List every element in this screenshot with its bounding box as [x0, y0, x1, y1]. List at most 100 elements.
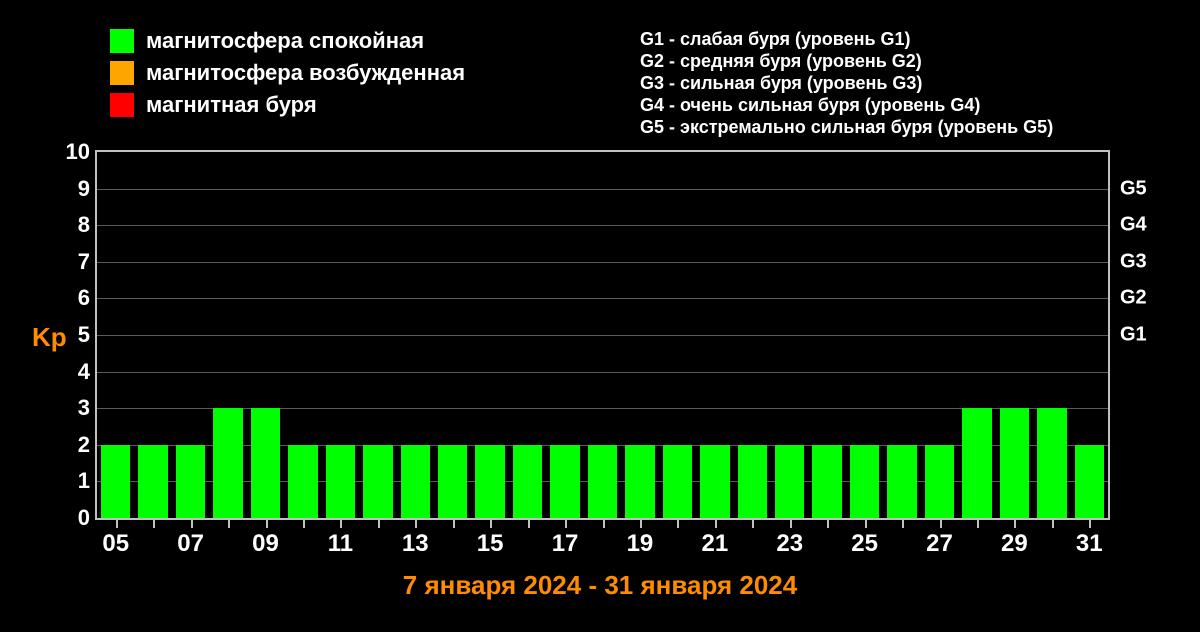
kp-bar: [1037, 408, 1066, 518]
kp-bar: [812, 445, 841, 518]
y-tick-label: 5: [78, 322, 90, 348]
x-tick-label: 23: [776, 530, 803, 558]
x-tick-mark: [303, 520, 305, 528]
y-tick-label: 3: [78, 395, 90, 421]
legend-swatch: [110, 29, 134, 53]
kp-bar: [1000, 408, 1029, 518]
y-tick-label: 2: [78, 432, 90, 458]
grid-line: [97, 335, 1108, 336]
x-tick-mark: [228, 520, 230, 528]
x-tick-mark: [640, 520, 642, 528]
x-tick-mark: [490, 520, 492, 528]
x-tick-mark: [153, 520, 155, 528]
plot-area: [95, 150, 1110, 520]
y-axis-label: Kp: [32, 322, 67, 353]
gscale-line: G3 - сильная буря (уровень G3): [640, 72, 1053, 94]
date-range-label: 7 января 2024 - 31 января 2024: [0, 570, 1200, 601]
y-tick-label: 7: [78, 249, 90, 275]
kp-bar: [925, 445, 954, 518]
chart-canvas: магнитосфера спокойная магнитосфера возб…: [0, 0, 1200, 632]
g-level-label: G4: [1120, 214, 1147, 237]
x-tick-label: 07: [177, 530, 204, 558]
kp-bar: [363, 445, 392, 518]
x-tick-label: 17: [552, 530, 579, 558]
kp-bar: [588, 445, 617, 518]
x-tick-label: 21: [701, 530, 728, 558]
x-tick-label: 27: [926, 530, 953, 558]
legend-label: магнитосфера возбужденная: [146, 60, 465, 86]
kp-bar: [550, 445, 579, 518]
grid-line: [97, 189, 1108, 190]
x-tick-mark: [1014, 520, 1016, 528]
kp-bar: [288, 445, 317, 518]
x-tick-mark: [977, 520, 979, 528]
kp-bar: [962, 408, 991, 518]
kp-bar: [663, 445, 692, 518]
kp-bar: [1075, 445, 1104, 518]
kp-bar: [401, 445, 430, 518]
x-tick-mark: [266, 520, 268, 528]
kp-bar: [101, 445, 130, 518]
x-tick-label: 29: [1001, 530, 1028, 558]
kp-bar: [438, 445, 467, 518]
y-tick-label: 9: [78, 176, 90, 202]
x-tick-label: 25: [851, 530, 878, 558]
y-tick-label: 4: [78, 359, 90, 385]
x-tick-label: 05: [102, 530, 129, 558]
g-level-label: G3: [1120, 250, 1147, 273]
x-tick-mark: [790, 520, 792, 528]
legend-item-calm: магнитосфера спокойная: [110, 28, 465, 54]
kp-bar: [475, 445, 504, 518]
gscale-line: G2 - средняя буря (уровень G2): [640, 50, 1053, 72]
y-tick-label: 10: [66, 139, 90, 165]
x-tick-mark: [528, 520, 530, 528]
x-tick-mark: [715, 520, 717, 528]
x-tick-mark: [677, 520, 679, 528]
x-tick-label: 11: [328, 530, 353, 558]
kp-bar: [326, 445, 355, 518]
x-tick-mark: [565, 520, 567, 528]
x-tick-mark: [340, 520, 342, 528]
x-tick-mark: [378, 520, 380, 528]
y-tick-label: 1: [78, 468, 90, 494]
kp-bar: [213, 408, 242, 518]
grid-line: [97, 225, 1108, 226]
grid-line: [97, 372, 1108, 373]
x-tick-mark: [453, 520, 455, 528]
kp-bar: [738, 445, 767, 518]
gscale-description: G1 - слабая буря (уровень G1) G2 - средн…: [640, 28, 1053, 138]
x-tick-label: 13: [402, 530, 429, 558]
gscale-line: G1 - слабая буря (уровень G1): [640, 28, 1053, 50]
x-tick-mark: [116, 520, 118, 528]
legend: магнитосфера спокойная магнитосфера возб…: [110, 28, 465, 124]
legend-item-storm: магнитная буря: [110, 92, 465, 118]
kp-bar: [775, 445, 804, 518]
kp-bar: [251, 408, 280, 518]
x-tick-label: 09: [252, 530, 279, 558]
x-tick-mark: [1052, 520, 1054, 528]
x-tick-mark: [603, 520, 605, 528]
grid-line: [97, 262, 1108, 263]
x-tick-mark: [415, 520, 417, 528]
x-tick-mark: [902, 520, 904, 528]
x-tick-mark: [1089, 520, 1091, 528]
gscale-line: G5 - экстремально сильная буря (уровень …: [640, 116, 1053, 138]
x-tick-mark: [191, 520, 193, 528]
y-tick-label: 0: [78, 505, 90, 531]
g-level-label: G1: [1120, 324, 1147, 347]
kp-bar: [700, 445, 729, 518]
legend-item-excited: магнитосфера возбужденная: [110, 60, 465, 86]
x-tick-label: 15: [477, 530, 504, 558]
g-level-label: G5: [1120, 177, 1147, 200]
x-tick-mark: [865, 520, 867, 528]
y-tick-label: 6: [78, 285, 90, 311]
x-tick-mark: [827, 520, 829, 528]
kp-bar: [513, 445, 542, 518]
kp-bar: [625, 445, 654, 518]
legend-swatch: [110, 61, 134, 85]
grid-line: [97, 298, 1108, 299]
kp-bar: [138, 445, 167, 518]
grid-line: [97, 408, 1108, 409]
x-tick-label: 31: [1076, 530, 1103, 558]
y-tick-label: 8: [78, 212, 90, 238]
